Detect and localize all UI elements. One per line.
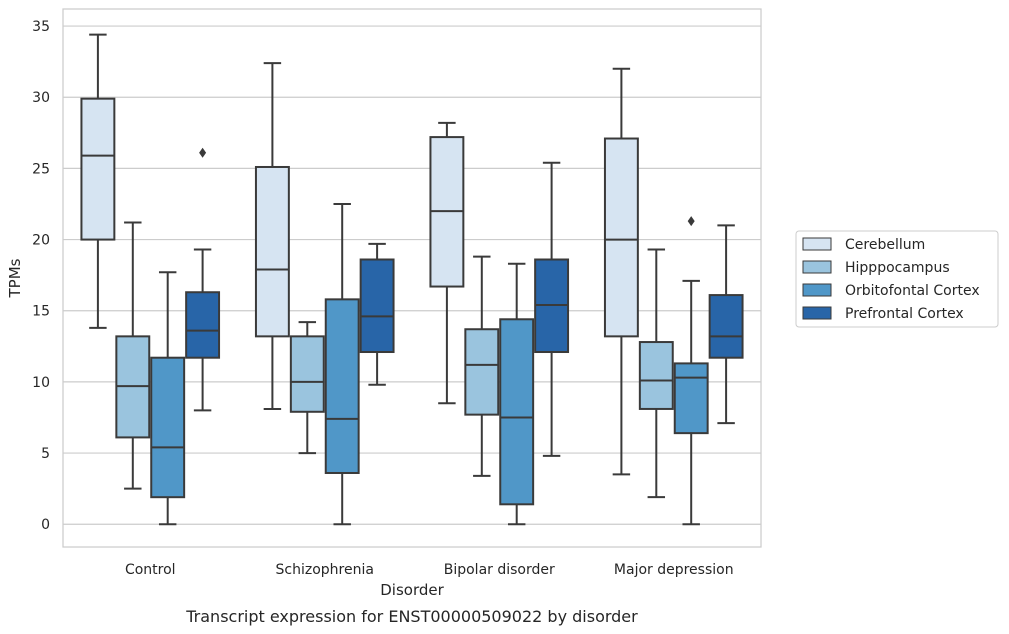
iqr-box: [464, 328, 500, 416]
box-3-3: [708, 224, 744, 425]
box-2-3: [673, 216, 709, 526]
legend-swatch: [802, 237, 832, 251]
box-0-1: [254, 62, 290, 410]
y-axis-ticks: 0 5 10 15 20 25 30 35: [32, 19, 50, 533]
iqr-box: [359, 258, 395, 354]
x-tick-label: Schizophrenia: [276, 562, 374, 578]
legend-swatch: [802, 283, 832, 297]
y-axis-label: TPMs: [6, 258, 24, 298]
chart-caption: Transcript expression for ENST0000050902…: [185, 607, 638, 626]
iqr-box: [603, 137, 639, 338]
box-1-0: [115, 221, 151, 490]
legend-label: Prefrontal Cortex: [845, 306, 964, 322]
iqr-box: [289, 335, 325, 413]
x-axis-label: Disorder: [380, 581, 444, 599]
legend-label: Orbitofontal Cortex: [845, 283, 980, 299]
box-3-2: [534, 161, 570, 457]
x-tick-label: Bipolar disorder: [444, 562, 555, 578]
box-2-2: [499, 262, 535, 526]
box-plot-area: [80, 33, 744, 526]
y-tick-label: 25: [32, 161, 50, 177]
legend-label: Cerebellum: [845, 237, 925, 253]
y-tick-label: 15: [32, 304, 50, 320]
box-0-2: [429, 121, 465, 405]
y-tick-label: 10: [32, 375, 50, 391]
box-1-2: [464, 255, 500, 477]
box-1-3: [638, 248, 674, 499]
legend: Cerebellum Hipppocampus Orbitofontal Corte…: [795, 230, 999, 328]
iqr-box: [324, 298, 360, 474]
iqr-box: [80, 97, 116, 241]
legend-swatch: [802, 306, 832, 320]
legend-swatch: [802, 260, 832, 274]
y-tick-label: 5: [41, 446, 50, 462]
legend-frame: [795, 230, 999, 328]
iqr-box: [673, 362, 709, 435]
box-3-0: [185, 147, 221, 412]
iqr-box: [185, 291, 221, 359]
y-tick-label: 35: [32, 19, 50, 35]
outlier-point: [687, 216, 695, 227]
outlier-point: [199, 147, 207, 158]
y-tick-label: 0: [41, 517, 50, 533]
box-0-0: [80, 33, 116, 329]
x-tick-label: Control: [125, 562, 176, 578]
iqr-box: [499, 318, 535, 506]
y-tick-label: 20: [32, 233, 50, 249]
y-tick-label: 30: [32, 90, 50, 106]
box-2-1: [324, 202, 360, 526]
box-0-3: [603, 67, 639, 476]
legend-label: Hipppocampus: [845, 260, 950, 276]
iqr-box: [708, 294, 744, 359]
box-2-0: [150, 271, 186, 526]
box-3-1: [359, 242, 395, 386]
iqr-box: [150, 356, 186, 499]
x-tick-label: Major depression: [614, 562, 734, 578]
iqr-box: [254, 165, 290, 338]
box-1-1: [289, 321, 325, 455]
iqr-box: [638, 341, 674, 410]
plot-frame: [62, 8, 762, 548]
x-axis-ticks: Control Schizophrenia Bipolar disorder Majo…: [125, 562, 734, 578]
